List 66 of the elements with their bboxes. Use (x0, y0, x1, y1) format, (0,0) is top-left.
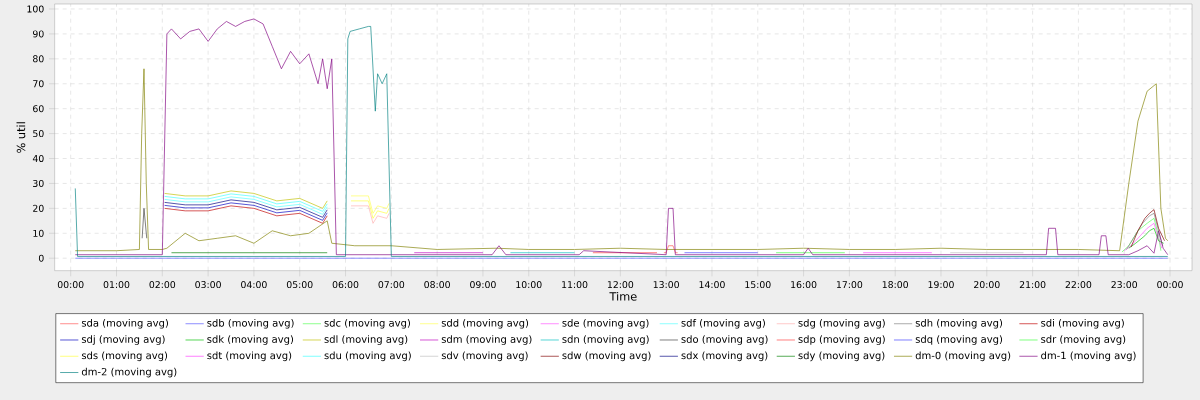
y-tick-label: 30 (33, 179, 44, 187)
x-tick-label: 14:00 (699, 281, 725, 289)
x-tick-label: 07:00 (378, 281, 405, 289)
y-tick-label: 10 (33, 229, 44, 237)
x-tick-label: 21:00 (1019, 281, 1046, 289)
x-tick-label: 12:00 (607, 281, 634, 289)
legend-label: sdb (moving avg) (207, 318, 294, 329)
x-tick-label: 13:00 (653, 281, 679, 289)
legend-label: sdy (moving avg) (798, 351, 885, 362)
legend-label: sdx (moving avg) (681, 351, 768, 362)
y-tick-label: 80 (33, 55, 44, 63)
x-tick-label: 20:00 (974, 281, 1000, 289)
legend-label: sdo (moving avg) (681, 335, 768, 345)
x-tick-label: 10:00 (516, 281, 542, 289)
x-tick-label: 11:00 (562, 281, 588, 289)
x-tick-label: 17:00 (836, 281, 863, 289)
legend-label: sdg (moving avg) (798, 318, 885, 329)
x-axis-title: Time (609, 291, 637, 301)
y-tick-label: 40 (32, 154, 44, 163)
legend-label: sdk (moving avg) (207, 335, 294, 345)
x-tick-label: 03:00 (195, 281, 221, 289)
y-tick-label: 0 (38, 254, 44, 262)
x-tick-label: 16:00 (791, 281, 817, 289)
x-tick-label: 23:00 (1111, 281, 1138, 289)
legend-label: sdr (moving avg) (1041, 335, 1126, 345)
legend-label: sdc (moving avg) (324, 318, 410, 329)
legend-label: dm-0 (moving avg) (915, 351, 1011, 362)
y-tick-label: 60 (33, 105, 44, 113)
legend-label: sdv (moving avg) (441, 351, 528, 362)
x-tick-label: 00:00 (1157, 281, 1183, 289)
legend-label: sdl (moving avg) (324, 335, 408, 345)
x-tick-label: 01:00 (103, 281, 130, 289)
y-tick-label: 100 (27, 5, 44, 13)
x-tick-label: 22:00 (1065, 281, 1092, 289)
legend-label: dm-2 (moving avg) (81, 367, 177, 378)
x-tick-label: 06:00 (332, 281, 359, 289)
y-tick-label: 70 (33, 80, 44, 88)
legend-label: sdm (moving avg) (441, 335, 532, 345)
legend-label: sdh (moving avg) (915, 318, 1003, 329)
legend-label: sdf (moving avg) (681, 318, 765, 329)
x-tick-label: 08:00 (424, 281, 450, 289)
y-axis-title: % util (16, 122, 26, 153)
legend-label: sdp (moving avg) (798, 335, 885, 345)
legend-label: sdw (moving avg) (562, 351, 651, 362)
x-tick-label: 00:00 (57, 281, 84, 289)
legend-label: sdi (moving avg) (1041, 318, 1124, 329)
x-tick-label: 19:00 (928, 281, 954, 289)
legend-label: sda (moving avg) (81, 318, 168, 329)
x-tick-label: 09:00 (470, 281, 496, 289)
x-tick-label: 05:00 (286, 281, 313, 289)
legend-label: sdq (moving avg) (915, 335, 1003, 345)
legend-label: sdj (moving avg) (81, 335, 165, 345)
legend-label: sdu (moving avg) (324, 351, 411, 362)
y-tick-label: 90 (32, 30, 44, 38)
legend-label: dm-1 (moving avg) (1041, 351, 1136, 362)
x-tick-label: 15:00 (745, 281, 771, 289)
legend-label: sdd (moving avg) (441, 318, 529, 329)
x-tick-label: 18:00 (882, 281, 909, 289)
legend-label: sde (moving avg) (562, 318, 649, 329)
y-tick-label: 20 (33, 204, 44, 212)
x-tick-label: 04:00 (241, 281, 267, 289)
legend-label: sds (moving avg) (81, 351, 168, 362)
x-tick-label: 02:00 (149, 281, 176, 289)
legend-label: sdn (moving avg) (562, 335, 649, 345)
legend-label: sdt (moving avg) (207, 351, 292, 362)
y-tick-label: 50 (33, 130, 44, 138)
